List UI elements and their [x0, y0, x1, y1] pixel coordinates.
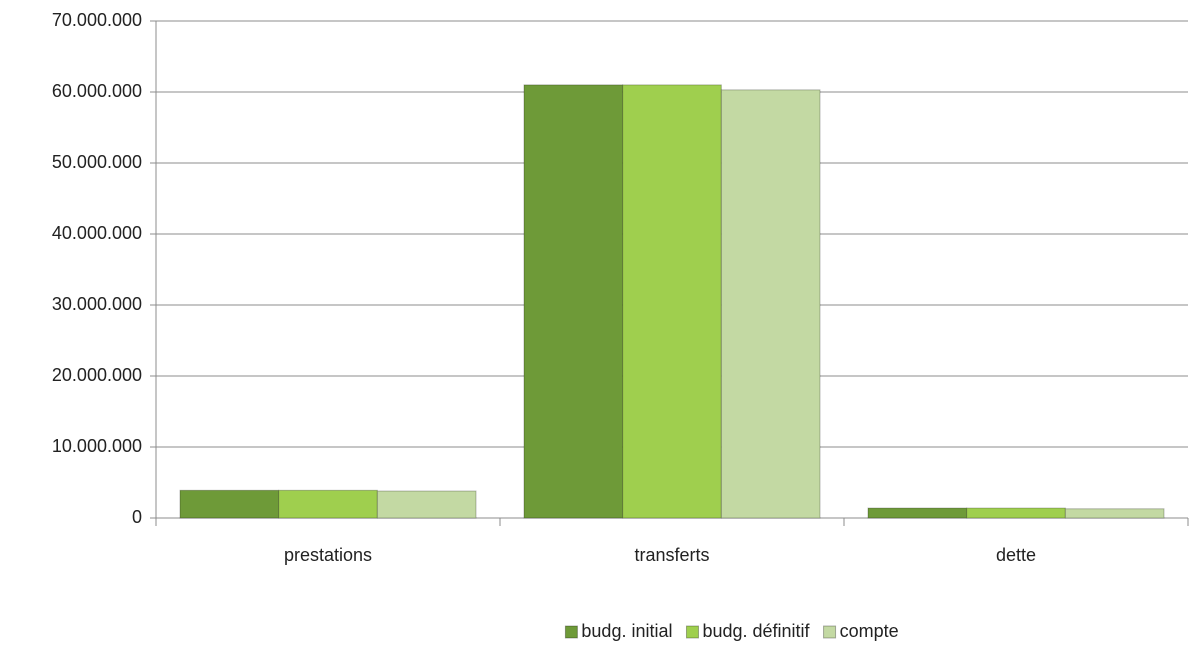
bar	[278, 489, 378, 519]
x-tick-label: transferts	[634, 545, 709, 565]
bar	[966, 507, 1066, 519]
legend-label: budg. définitif	[702, 621, 810, 641]
bar	[179, 489, 280, 519]
legend-label: budg. initial	[581, 621, 672, 641]
y-tick-label: 10.000.000	[52, 436, 142, 456]
bar	[720, 89, 821, 519]
bar	[622, 84, 722, 519]
legend-swatch	[823, 625, 837, 639]
y-tick-label: 70.000.000	[52, 10, 142, 30]
y-tick-label: 50.000.000	[52, 152, 142, 172]
y-tick-label: 40.000.000	[52, 223, 142, 243]
bar	[376, 490, 477, 519]
y-tick-label: 60.000.000	[52, 81, 142, 101]
legend-swatch	[685, 625, 699, 639]
legend-swatch	[564, 625, 578, 639]
y-tick-label: 0	[132, 507, 142, 527]
legend-label: compte	[840, 621, 899, 641]
y-tick-label: 20.000.000	[52, 365, 142, 385]
x-tick-label: prestations	[284, 545, 372, 565]
bar	[1064, 508, 1165, 519]
y-tick-label: 30.000.000	[52, 294, 142, 314]
bar	[523, 84, 624, 519]
bar	[867, 507, 968, 519]
x-tick-label: dette	[996, 545, 1036, 565]
